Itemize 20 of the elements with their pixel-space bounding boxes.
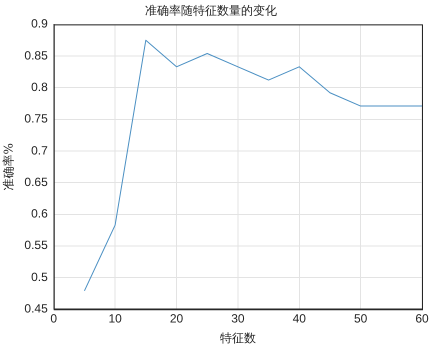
x-tick-label: 20 — [170, 312, 184, 326]
y-tick-label: 0.9 — [31, 16, 48, 31]
y-tick-label: 0.85 — [24, 48, 48, 62]
x-tick-label: 40 — [292, 312, 306, 326]
x-tick-label: 60 — [415, 312, 429, 326]
y-tick-label: 0.55 — [24, 238, 48, 252]
y-tick-label: 0.45 — [24, 302, 48, 316]
y-tick-label: 0.65 — [24, 174, 48, 189]
y-tick-label: 0.7 — [31, 143, 48, 158]
y-tick-label: 0.8 — [31, 80, 48, 94]
y-tick-label: 0.6 — [31, 206, 48, 221]
x-axis-title: 特征数 — [220, 330, 256, 345]
y-axis-title: 准确率% — [1, 143, 16, 191]
x-tick-label: 0 — [50, 312, 58, 326]
x-tick-label: 50 — [354, 312, 368, 326]
chart-title: 准确率随特征数量的变化 — [145, 3, 277, 18]
y-tick-label: 0.75 — [24, 112, 48, 126]
x-tick-label: 30 — [231, 312, 245, 326]
x-tick-label: 10 — [108, 312, 122, 326]
y-tick-label: 0.5 — [31, 270, 48, 284]
